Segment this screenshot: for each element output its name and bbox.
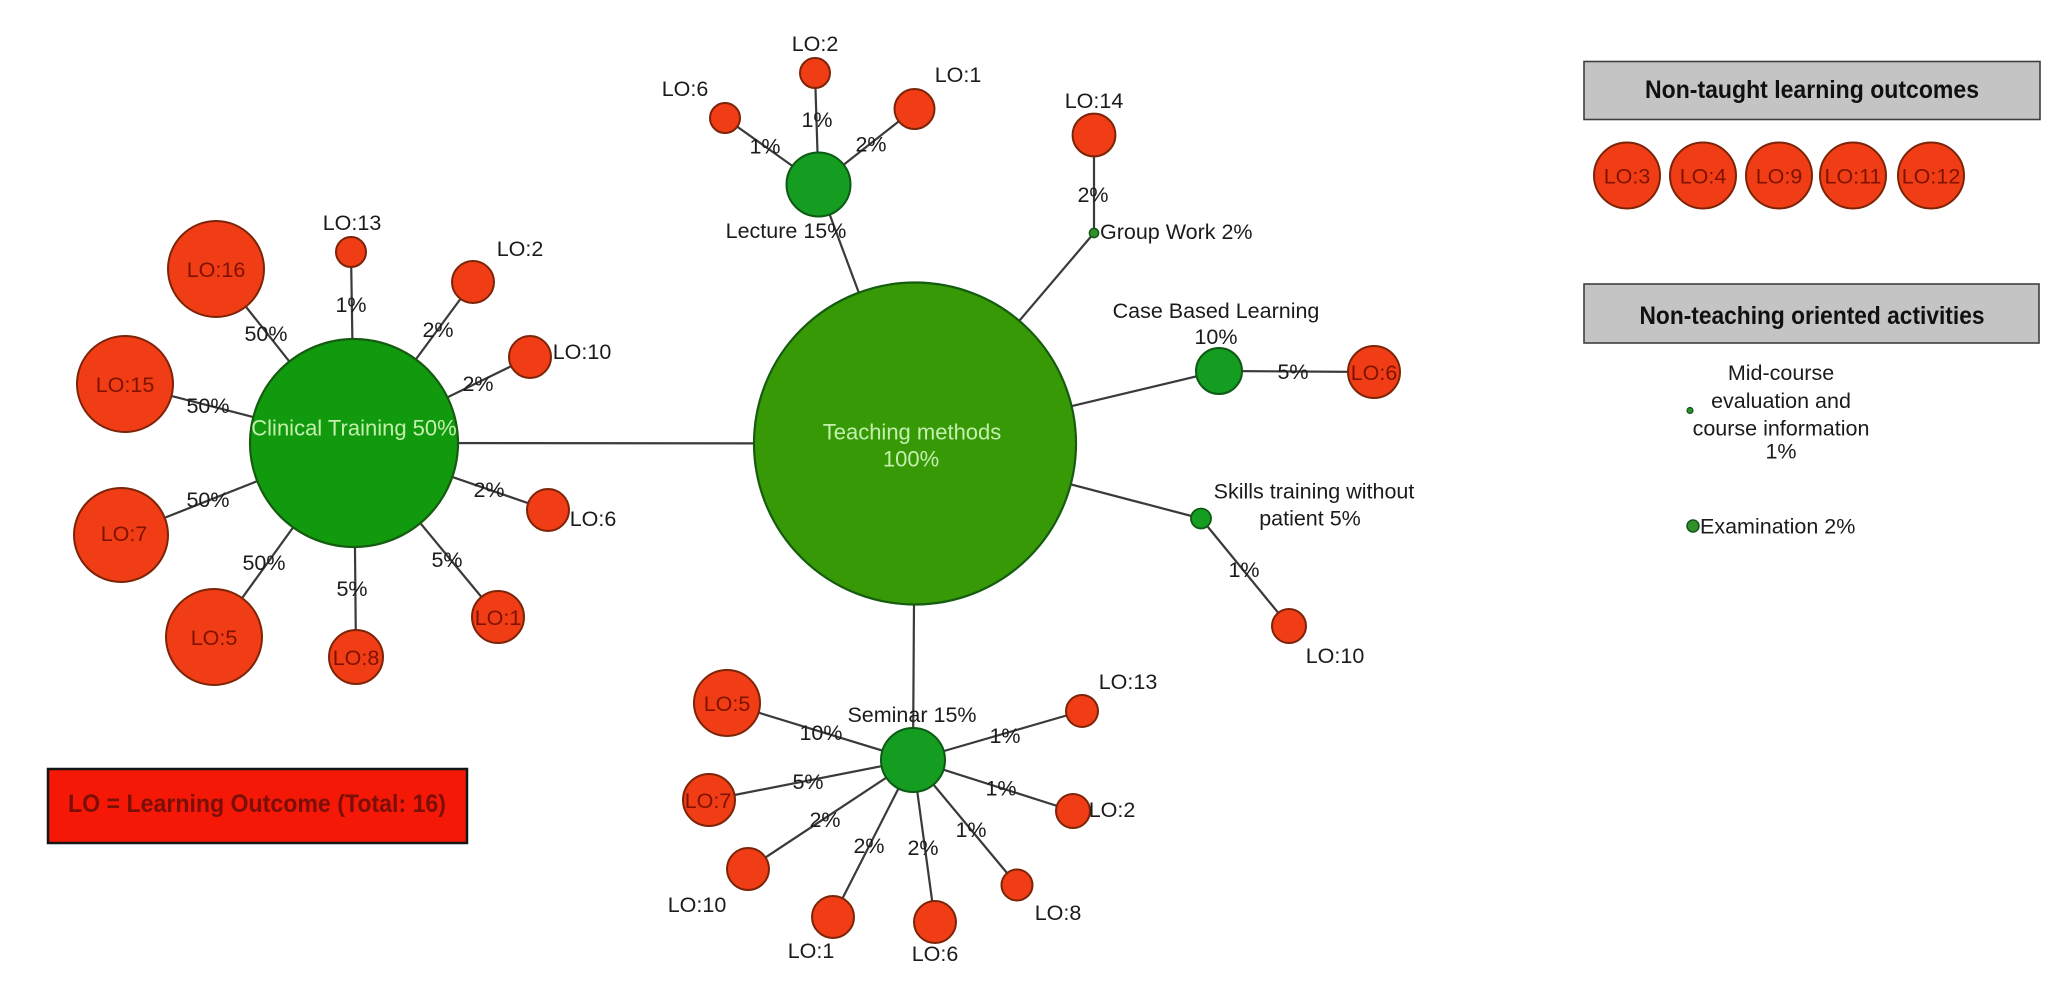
svg-text:1%: 1% [1765,440,1796,464]
svg-text:1%: 1% [955,818,986,842]
svg-text:LO = Learning Outcome (Total:: LO = Learning Outcome (Total: 16) [68,790,446,818]
svg-text:Case Based Learning: Case Based Learning [1113,299,1320,323]
svg-text:LO:1: LO:1 [475,606,522,630]
svg-text:LO:8: LO:8 [1035,901,1082,925]
svg-text:1%: 1% [749,135,780,159]
svg-text:LO:4: LO:4 [1680,165,1727,189]
svg-text:patient 5%: patient 5% [1259,507,1361,531]
svg-text:5%: 5% [336,577,367,601]
svg-text:Non-taught learning outcomes: Non-taught learning outcomes [1645,76,1979,104]
svg-text:100%: 100% [883,447,939,472]
svg-text:2%: 2% [907,836,938,860]
svg-text:5%: 5% [792,770,823,794]
svg-text:2%: 2% [1077,183,1108,207]
svg-text:LO:10: LO:10 [553,340,612,364]
svg-text:1%: 1% [801,108,832,132]
svg-text:LO:3: LO:3 [1604,165,1651,189]
svg-text:2%: 2% [473,478,504,502]
svg-text:1%: 1% [989,724,1020,748]
svg-text:Examination 2%: Examination 2% [1700,515,1855,539]
svg-text:LO:11: LO:11 [1825,165,1882,189]
svg-text:LO:16: LO:16 [187,258,246,282]
svg-text:2%: 2% [855,133,886,157]
svg-text:Non-teaching oriented activiti: Non-teaching oriented activities [1640,302,1985,330]
svg-text:50%: 50% [242,551,285,575]
svg-text:LO:14: LO:14 [1065,89,1124,113]
svg-text:LO:15: LO:15 [96,373,155,397]
svg-text:LO:5: LO:5 [704,692,751,716]
svg-text:2%: 2% [853,834,884,858]
svg-text:2%: 2% [422,318,453,342]
svg-text:LO:10: LO:10 [1306,644,1365,668]
svg-text:LO:13: LO:13 [1099,670,1158,694]
svg-text:10%: 10% [799,721,842,745]
svg-text:LO:12: LO:12 [1902,165,1961,189]
svg-text:2%: 2% [462,372,493,396]
svg-text:LO:2: LO:2 [1089,798,1136,822]
svg-text:LO:1: LO:1 [935,63,982,87]
svg-text:LO:6: LO:6 [912,942,959,966]
svg-text:Teaching methods: Teaching methods [823,420,1002,445]
svg-text:50%: 50% [186,394,229,418]
svg-text:Lecture 15%: Lecture 15% [726,219,847,243]
svg-text:Skills training without: Skills training without [1214,480,1415,504]
svg-text:Clinical Training 50%: Clinical Training 50% [251,416,456,441]
svg-text:2%: 2% [809,808,840,832]
svg-text:Mid-course: Mid-course [1728,361,1834,385]
svg-text:course information: course information [1693,417,1870,441]
svg-text:Group Work 2%: Group Work 2% [1100,220,1253,244]
svg-text:1%: 1% [335,293,366,317]
svg-text:5%: 5% [431,548,462,572]
svg-text:LO:8: LO:8 [333,646,380,670]
svg-text:LO:2: LO:2 [792,32,839,56]
svg-text:LO:6: LO:6 [1351,361,1398,385]
svg-text:LO:6: LO:6 [662,77,709,101]
svg-text:LO:10: LO:10 [668,893,727,917]
svg-text:LO:5: LO:5 [191,626,238,650]
svg-text:50%: 50% [186,488,229,512]
svg-text:LO:7: LO:7 [685,789,732,813]
svg-text:LO:13: LO:13 [323,211,382,235]
svg-text:50%: 50% [244,322,287,346]
svg-text:5%: 5% [1277,360,1308,384]
svg-text:1%: 1% [1228,558,1259,582]
svg-text:LO:7: LO:7 [101,522,148,546]
svg-text:10%: 10% [1194,325,1237,349]
svg-text:LO:1: LO:1 [788,939,835,963]
svg-text:1%: 1% [985,777,1016,801]
svg-text:Seminar 15%: Seminar 15% [847,703,976,727]
svg-text:LO:2: LO:2 [497,237,544,261]
svg-text:LO:6: LO:6 [570,507,617,531]
svg-text:evaluation and: evaluation and [1711,389,1851,413]
svg-text:LO:9: LO:9 [1756,165,1803,189]
